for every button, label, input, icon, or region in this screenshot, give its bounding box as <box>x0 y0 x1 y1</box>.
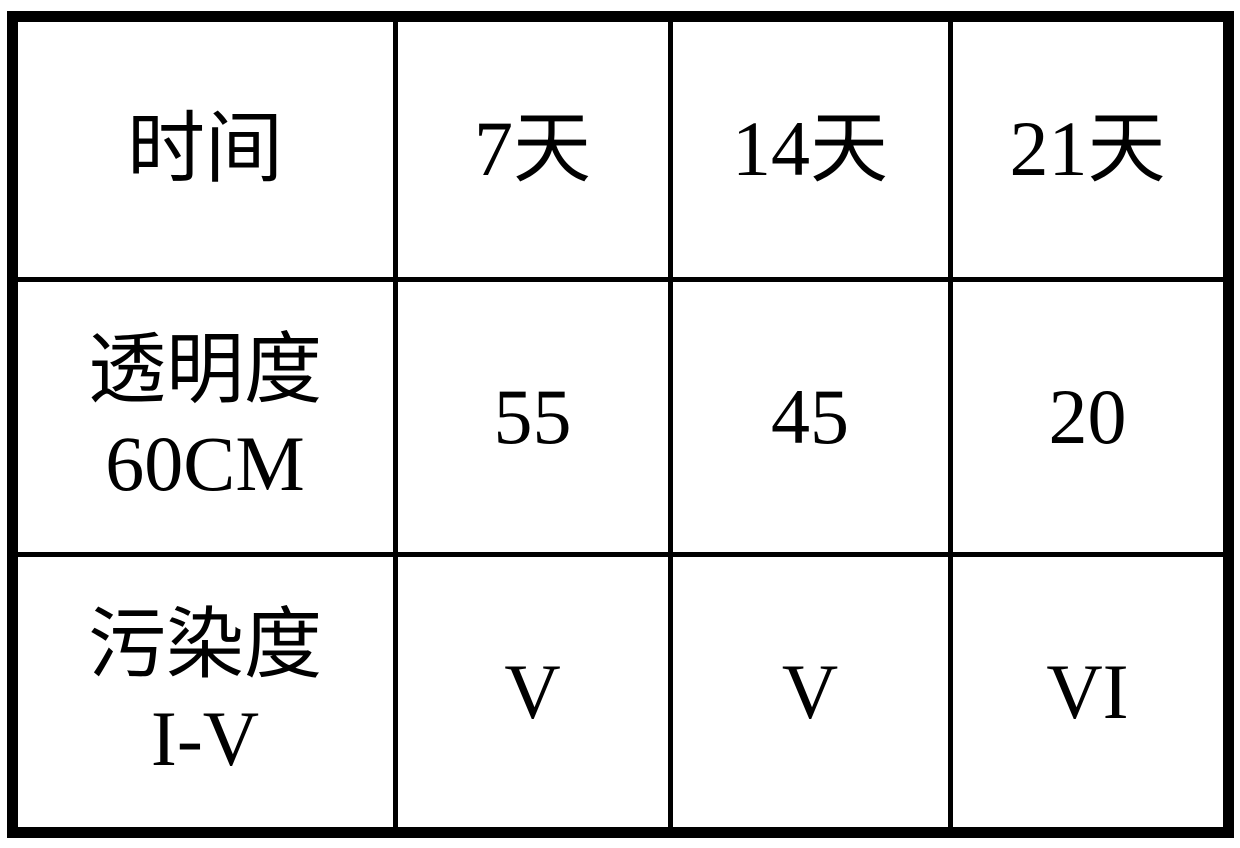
cell-text: 21天 <box>1009 102 1165 196</box>
table-row: 污染度 I-V V V VI <box>15 554 1225 829</box>
cell-text: V <box>782 645 838 739</box>
table-cell-pollution-7d: V <box>395 554 670 829</box>
table-cell-transparency-7d: 55 <box>395 279 670 554</box>
table-cell-pollution-21d: VI <box>950 554 1225 829</box>
data-table-container: 时间 7天 14天 21天 透明度 <box>7 11 1234 838</box>
table-row: 时间 7天 14天 21天 <box>15 19 1225 279</box>
cell-text-line2: 60CM <box>105 417 304 511</box>
cell-text: 20 <box>1049 370 1127 464</box>
cell-text: 14天 <box>732 102 888 196</box>
cell-text-line2: I-V <box>151 692 259 786</box>
cell-text: 7天 <box>474 102 591 196</box>
table-cell-header-21days: 21天 <box>950 19 1225 279</box>
table-row: 透明度 60CM 55 45 20 <box>15 279 1225 554</box>
table-cell-header-14days: 14天 <box>670 19 950 279</box>
cell-text: V <box>504 645 560 739</box>
cell-text: 时间 <box>127 102 283 196</box>
cell-text-line1: 透明度 <box>88 323 322 417</box>
data-table: 时间 7天 14天 21天 透明度 <box>13 17 1228 832</box>
table-cell-transparency-label: 透明度 60CM <box>15 279 395 554</box>
table-cell-pollution-label: 污染度 I-V <box>15 554 395 829</box>
cell-text: VI <box>1046 645 1128 739</box>
table-cell-header-7days: 7天 <box>395 19 670 279</box>
table-cell-pollution-14d: V <box>670 554 950 829</box>
table-cell-transparency-21d: 20 <box>950 279 1225 554</box>
cell-text-line1: 污染度 <box>88 598 322 692</box>
cell-text: 55 <box>494 370 572 464</box>
table-cell-header-time: 时间 <box>15 19 395 279</box>
table-cell-transparency-14d: 45 <box>670 279 950 554</box>
cell-text: 45 <box>771 370 849 464</box>
